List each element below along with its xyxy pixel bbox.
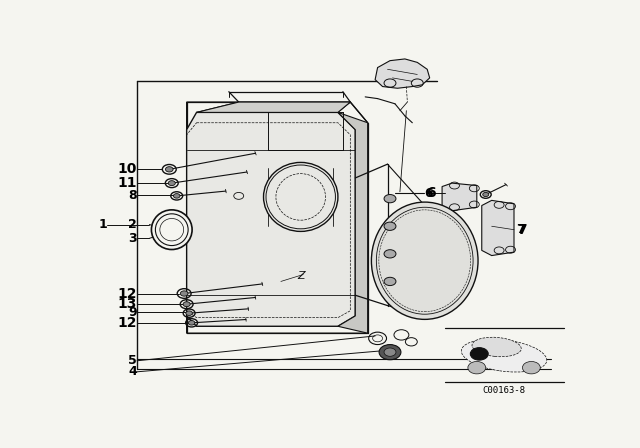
Text: 7: 7 — [518, 223, 527, 237]
Polygon shape — [187, 112, 355, 326]
Circle shape — [188, 321, 195, 325]
Text: 2: 2 — [128, 218, 137, 231]
Ellipse shape — [472, 337, 521, 357]
Ellipse shape — [371, 202, 478, 319]
Text: 1: 1 — [99, 218, 108, 231]
Text: 9: 9 — [129, 306, 137, 319]
Circle shape — [384, 222, 396, 230]
Text: 6: 6 — [426, 186, 436, 200]
Ellipse shape — [152, 210, 192, 250]
Circle shape — [483, 193, 489, 197]
Text: C00163-8: C00163-8 — [483, 386, 525, 395]
Ellipse shape — [461, 339, 547, 372]
Text: 5: 5 — [128, 354, 137, 367]
Text: 12: 12 — [118, 287, 137, 301]
Text: 11: 11 — [118, 176, 137, 190]
Circle shape — [379, 345, 401, 360]
Text: 3: 3 — [129, 232, 137, 245]
Circle shape — [470, 348, 488, 360]
Circle shape — [384, 277, 396, 285]
Circle shape — [384, 250, 396, 258]
Circle shape — [384, 348, 396, 356]
Circle shape — [384, 194, 396, 203]
Text: 7: 7 — [516, 223, 525, 236]
Text: 12: 12 — [118, 316, 137, 330]
Text: 4: 4 — [128, 365, 137, 378]
Polygon shape — [187, 102, 367, 333]
Circle shape — [173, 194, 180, 198]
Circle shape — [468, 362, 486, 374]
Circle shape — [186, 311, 193, 315]
Circle shape — [168, 181, 175, 185]
Text: 10: 10 — [118, 162, 137, 177]
Polygon shape — [338, 112, 367, 333]
Text: 6: 6 — [425, 187, 433, 200]
Circle shape — [166, 167, 173, 172]
Circle shape — [183, 302, 190, 307]
Circle shape — [180, 291, 188, 296]
Polygon shape — [442, 183, 477, 211]
Circle shape — [522, 362, 540, 374]
Polygon shape — [375, 59, 429, 88]
Text: 8: 8 — [129, 189, 137, 202]
Polygon shape — [196, 102, 350, 112]
Ellipse shape — [264, 163, 338, 232]
Text: 13: 13 — [118, 297, 137, 311]
Polygon shape — [482, 200, 514, 255]
Text: Z: Z — [297, 271, 305, 281]
